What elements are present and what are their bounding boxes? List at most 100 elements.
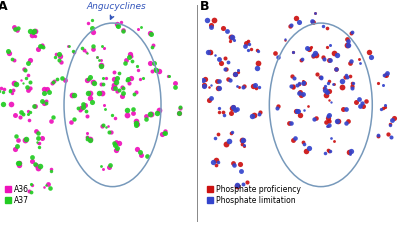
Point [326, 99, 332, 102]
Point [108, 130, 114, 134]
Point [14, 144, 20, 148]
Point [230, 163, 237, 167]
Point [15, 161, 21, 165]
Point [334, 120, 340, 123]
Point [301, 142, 307, 146]
Point [107, 164, 113, 167]
Point [79, 105, 86, 109]
Point [300, 81, 306, 85]
Point [45, 182, 51, 186]
Point [375, 81, 381, 85]
Point [96, 91, 102, 95]
Point [239, 138, 246, 142]
Point [324, 45, 330, 49]
Point [172, 85, 178, 89]
Point [240, 85, 246, 89]
Point [385, 132, 391, 135]
Point [390, 116, 397, 120]
Point [314, 72, 320, 76]
Point [77, 108, 84, 112]
Point [216, 57, 222, 61]
Point [334, 53, 340, 57]
Point [214, 161, 221, 164]
Point [68, 120, 74, 124]
Point [323, 124, 330, 128]
Point [224, 61, 231, 64]
Point [368, 55, 374, 58]
Point [162, 131, 168, 135]
Point [127, 52, 133, 56]
Point [11, 27, 18, 31]
Point [251, 113, 258, 117]
Point [240, 85, 247, 88]
Point [6, 89, 13, 93]
Point [59, 77, 66, 80]
Point [348, 149, 354, 153]
Point [227, 39, 234, 42]
Point [80, 48, 87, 52]
Point [138, 25, 144, 29]
Point [41, 91, 48, 95]
Point [230, 106, 236, 109]
Point [318, 75, 324, 79]
Point [84, 135, 90, 138]
Text: B: B [200, 0, 210, 13]
Point [112, 116, 118, 120]
Point [82, 104, 88, 107]
Point [159, 132, 166, 136]
Point [162, 129, 168, 133]
Point [16, 161, 22, 165]
Point [8, 57, 15, 61]
Point [234, 84, 240, 88]
Point [156, 69, 162, 73]
Point [287, 24, 294, 28]
Point [6, 88, 13, 92]
Point [100, 82, 106, 86]
Point [282, 38, 288, 42]
Point [204, 19, 210, 22]
Point [324, 26, 330, 30]
Point [114, 22, 120, 26]
Point [240, 144, 247, 147]
Point [291, 76, 297, 79]
Point [161, 131, 167, 135]
Point [40, 45, 46, 48]
Point [112, 86, 118, 89]
Point [212, 136, 218, 139]
Point [380, 83, 386, 87]
Point [294, 83, 300, 87]
Point [69, 93, 76, 96]
Point [38, 44, 44, 47]
Point [306, 146, 313, 150]
Point [208, 23, 214, 27]
Point [86, 96, 93, 99]
Point [246, 42, 252, 46]
Point [200, 78, 206, 82]
Point [176, 105, 183, 109]
Point [242, 44, 248, 48]
Point [326, 123, 333, 127]
Point [100, 104, 107, 107]
Point [126, 81, 132, 85]
Point [290, 84, 296, 88]
Point [208, 25, 214, 29]
Point [83, 51, 90, 54]
Point [24, 62, 31, 65]
Point [54, 77, 61, 81]
Point [254, 66, 260, 70]
Point [388, 135, 394, 138]
Point [333, 67, 339, 71]
Point [27, 29, 33, 32]
Point [326, 120, 332, 123]
Point [234, 70, 241, 74]
Point [363, 99, 369, 103]
Point [297, 113, 303, 117]
Point [206, 98, 212, 102]
Point [290, 50, 296, 54]
Point [308, 20, 315, 23]
Point [112, 143, 119, 147]
Point [21, 67, 27, 71]
Point [295, 110, 301, 113]
Point [343, 73, 350, 77]
Point [120, 91, 126, 95]
